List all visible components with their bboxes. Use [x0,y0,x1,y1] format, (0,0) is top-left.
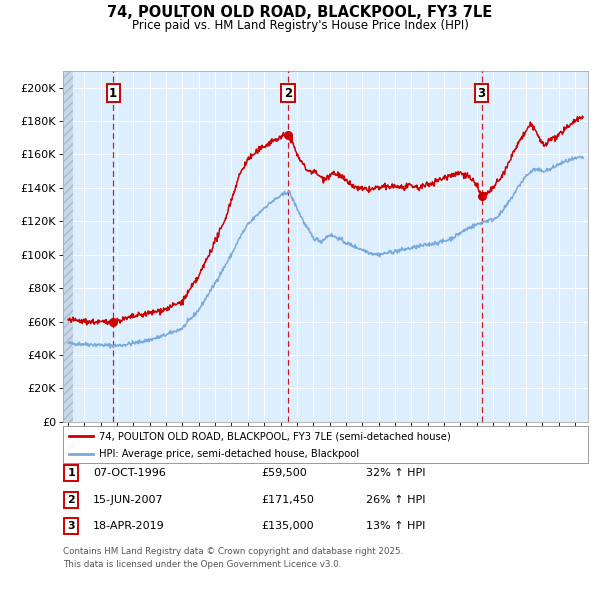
Text: 07-OCT-1996: 07-OCT-1996 [93,468,166,478]
Text: 32% ↑ HPI: 32% ↑ HPI [366,468,425,478]
Text: 3: 3 [68,522,75,531]
Text: This data is licensed under the Open Government Licence v3.0.: This data is licensed under the Open Gov… [63,560,341,569]
Text: 15-JUN-2007: 15-JUN-2007 [93,495,164,504]
Text: Contains HM Land Registry data © Crown copyright and database right 2025.: Contains HM Land Registry data © Crown c… [63,547,403,556]
Text: HPI: Average price, semi-detached house, Blackpool: HPI: Average price, semi-detached house,… [98,449,359,459]
Text: £171,450: £171,450 [261,495,314,504]
Text: Price paid vs. HM Land Registry's House Price Index (HPI): Price paid vs. HM Land Registry's House … [131,19,469,32]
Text: 26% ↑ HPI: 26% ↑ HPI [366,495,425,504]
Text: 13% ↑ HPI: 13% ↑ HPI [366,522,425,531]
Text: 1: 1 [68,468,75,478]
Text: 3: 3 [478,87,485,100]
Text: 1: 1 [109,87,117,100]
Text: 74, POULTON OLD ROAD, BLACKPOOL, FY3 7LE: 74, POULTON OLD ROAD, BLACKPOOL, FY3 7LE [107,5,493,19]
Text: 2: 2 [284,87,292,100]
Text: 74, POULTON OLD ROAD, BLACKPOOL, FY3 7LE (semi-detached house): 74, POULTON OLD ROAD, BLACKPOOL, FY3 7LE… [98,431,451,441]
Text: £59,500: £59,500 [261,468,307,478]
Bar [63,71,73,422]
Text: 2: 2 [68,495,75,504]
Text: 18-APR-2019: 18-APR-2019 [93,522,165,531]
Text: £135,000: £135,000 [261,522,314,531]
